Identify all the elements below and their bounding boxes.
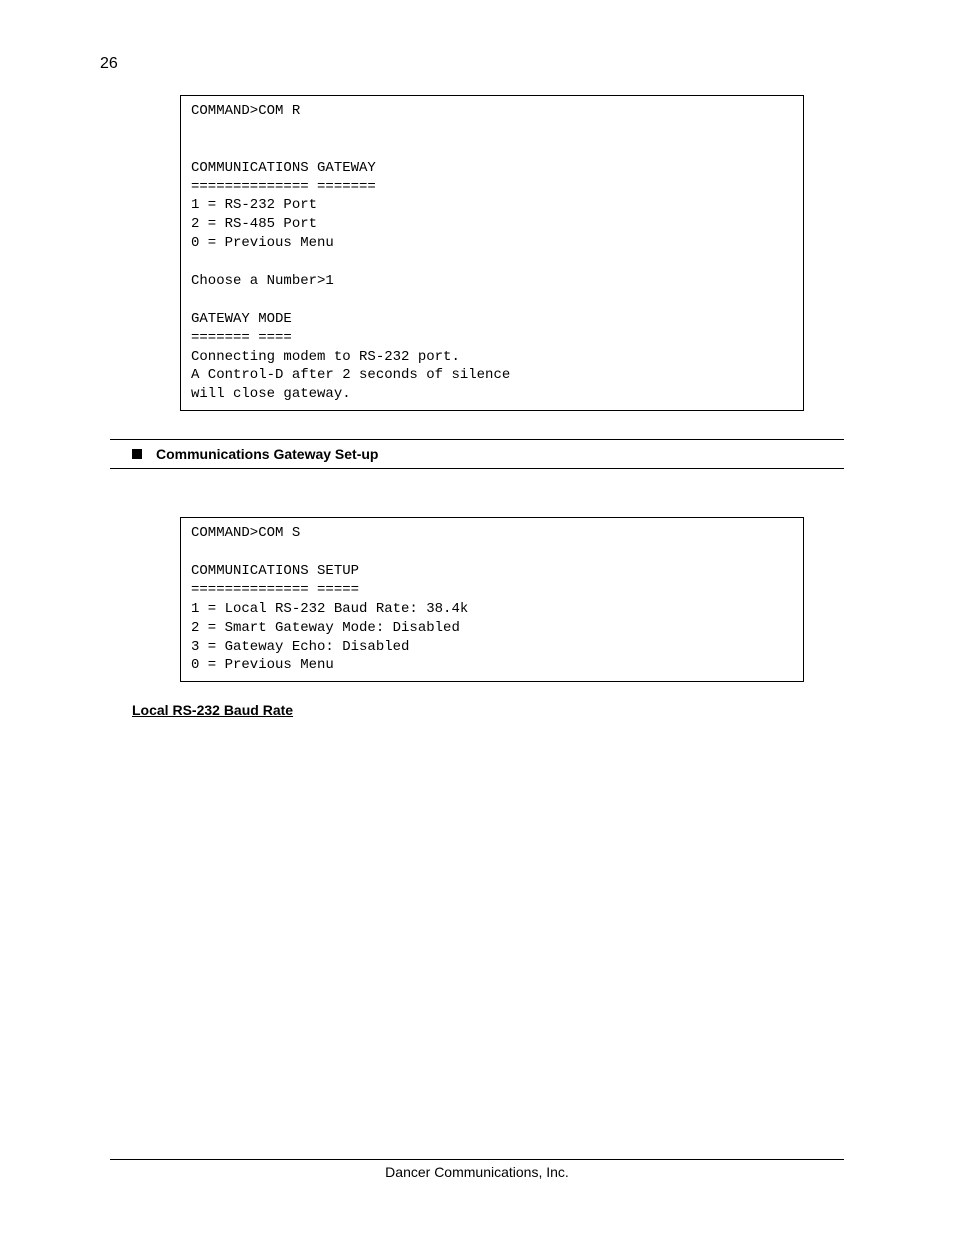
square-bullet-icon (132, 449, 142, 459)
spacer (110, 469, 844, 517)
page-content: COMMAND>COM R COMMUNICATIONS GATEWAY ===… (110, 95, 844, 718)
footer-text: Dancer Communications, Inc. (110, 1164, 844, 1180)
page-footer: Dancer Communications, Inc. (110, 1159, 844, 1180)
code-block-setup: COMMAND>COM S COMMUNICATIONS SETUP =====… (180, 517, 804, 682)
section-heading-row: Communications Gateway Set-up (110, 440, 844, 468)
section-heading: Communications Gateway Set-up (156, 446, 378, 462)
page: 26 COMMAND>COM R COMMUNICATIONS GATEWAY … (0, 0, 954, 1235)
code-block-gateway: COMMAND>COM R COMMUNICATIONS GATEWAY ===… (180, 95, 804, 411)
sub-heading-baud-rate: Local RS-232 Baud Rate (132, 702, 844, 718)
page-number: 26 (100, 55, 118, 73)
footer-divider (110, 1159, 844, 1160)
